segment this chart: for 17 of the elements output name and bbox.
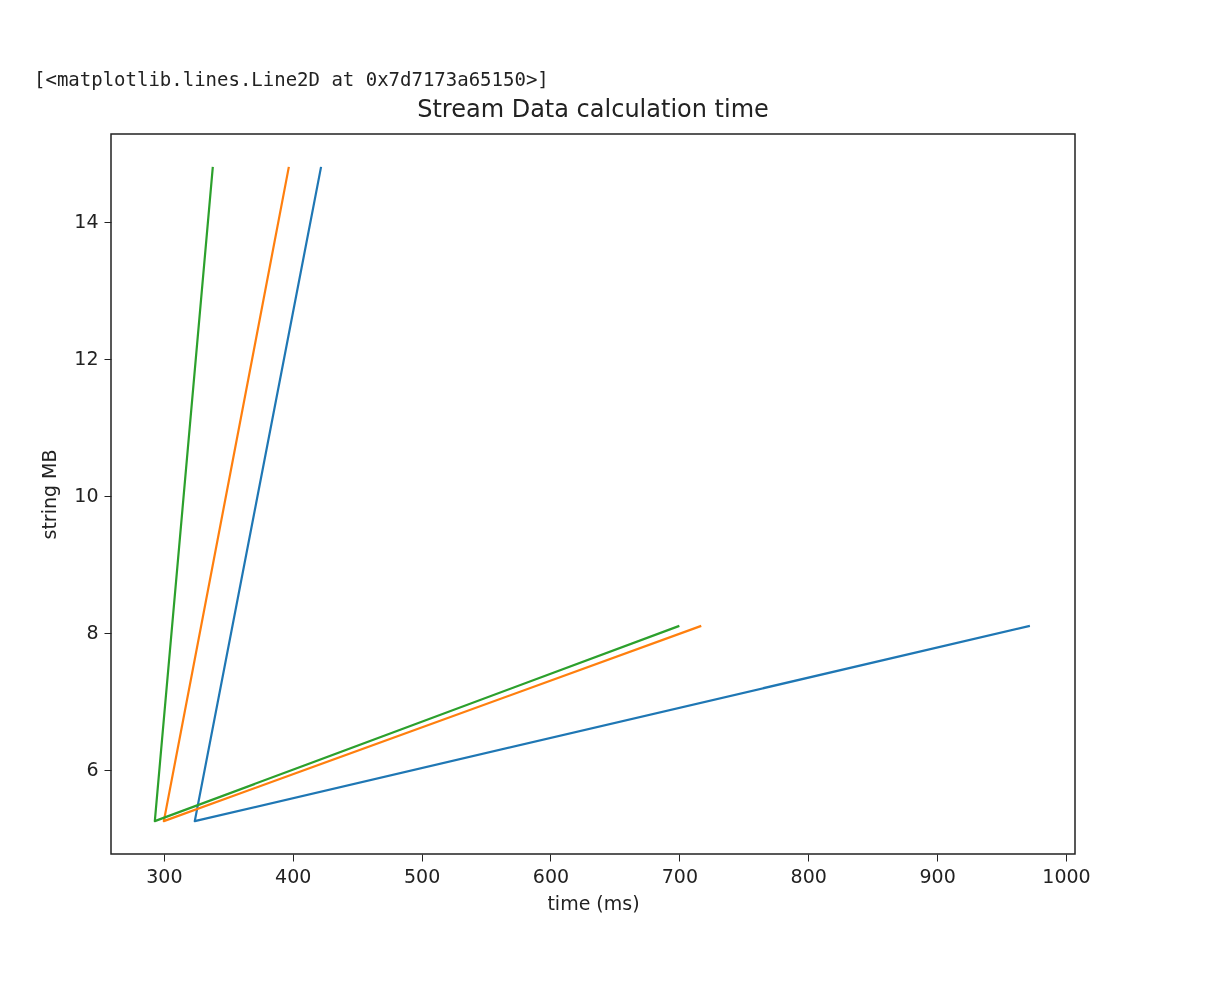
y-tick-label: 12 (74, 347, 99, 370)
y-tick-label: 10 (74, 484, 99, 507)
x-tick-label: 400 (275, 864, 312, 887)
x-tick-label: 700 (661, 864, 698, 887)
text: [<matplotlib.lines.Line2D at 0x7d7173a65150>] (34, 68, 550, 90)
chart-title: Stream Data calculation time (417, 95, 769, 123)
x-tick-label: 600 (532, 864, 570, 887)
x-axis-title: time (ms) (547, 891, 640, 914)
x-tick-label: 500 (403, 864, 441, 887)
y-tick-label: 14 (74, 210, 99, 233)
y-tick-label: 8 (86, 621, 99, 644)
y-axis-title: string MB (38, 449, 61, 540)
x-tick-label: 1000 (1042, 864, 1091, 887)
x-tick-label: 300 (146, 864, 183, 887)
x-tick-label: 900 (919, 864, 956, 887)
x-tick-label: 800 (790, 864, 827, 887)
y-tick-label: 6 (86, 758, 99, 781)
